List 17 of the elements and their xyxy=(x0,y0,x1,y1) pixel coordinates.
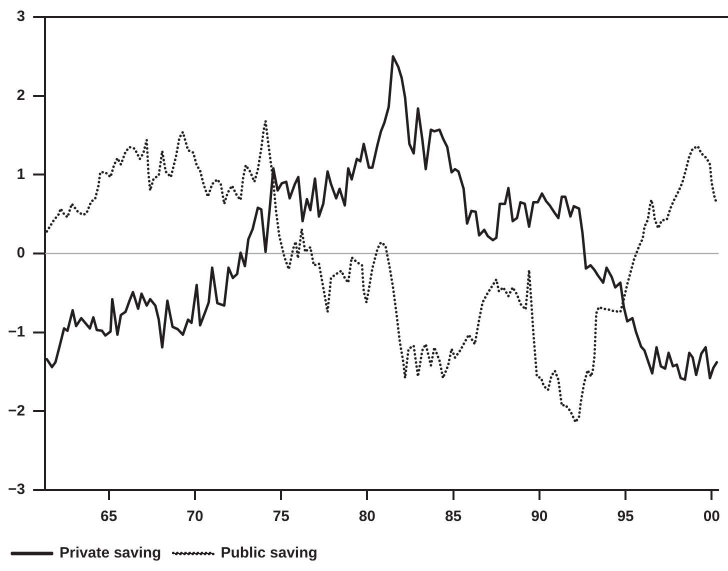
legend-label: Private saving xyxy=(60,544,162,562)
y-tick-label: −2 xyxy=(8,402,26,420)
y-tick-label: −3 xyxy=(8,481,26,498)
legend-label: Public saving xyxy=(220,544,318,562)
x-tick-label: 95 xyxy=(617,508,634,526)
x-tick-label: 00 xyxy=(703,508,720,526)
y-tick-label: 2 xyxy=(16,86,26,104)
x-tick-label: 70 xyxy=(186,508,204,526)
y-tick-label: 3 xyxy=(16,8,26,26)
y-tick-label: −1 xyxy=(8,323,26,340)
x-tick-label: 90 xyxy=(531,508,548,526)
y-tick-label: 1 xyxy=(16,166,26,183)
y-tick-label: 0 xyxy=(16,244,26,262)
x-tick-label: 80 xyxy=(358,508,376,526)
x-tick-label: 65 xyxy=(100,508,118,526)
x-tick-label: 85 xyxy=(444,508,462,526)
x-tick-label: 75 xyxy=(272,508,290,526)
